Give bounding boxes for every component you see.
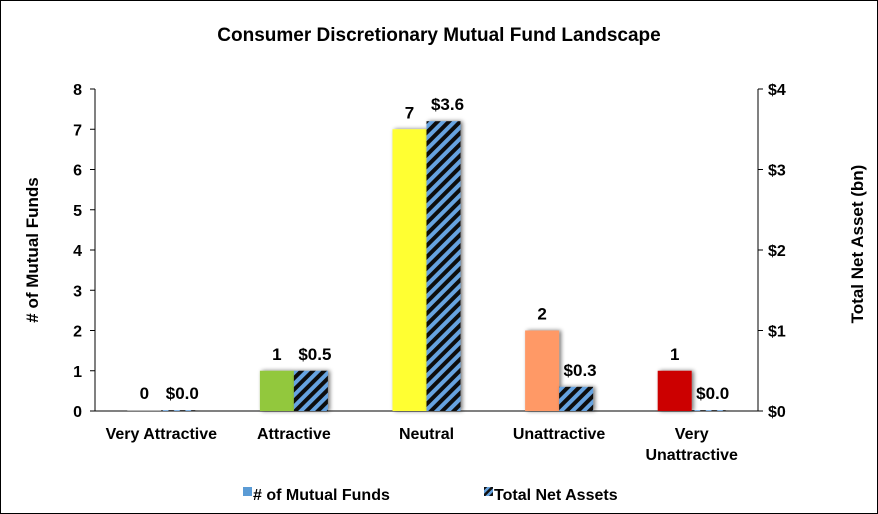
x-tick-label: Unattractive (513, 426, 606, 443)
y-tick-label: 7 (73, 122, 82, 139)
data-label-total-net-assets: $0.3 (564, 361, 597, 380)
data-label-total-net-assets: $0.5 (298, 345, 331, 364)
x-axis-ticks: Very Attractive Attractive Neutral Unattrac… (106, 426, 738, 464)
data-label-total-net-assets: $0.0 (166, 384, 199, 403)
bar-mutual-funds (657, 370, 692, 411)
y-tick-label: 2 (73, 324, 82, 341)
chart-title: Consumer Discretionary Mutual Fund Lands… (217, 25, 660, 46)
y-tick-label: 0 (73, 404, 82, 421)
data-label-total-net-assets: $0.0 (696, 384, 729, 403)
x-tick-label: Neutral (399, 426, 454, 443)
y-tick-label: 4 (73, 243, 82, 260)
y2-axis-ticks: $0 $1 $2 $3 $4 (758, 82, 786, 421)
y-tick-label: 6 (73, 163, 82, 180)
data-label-mutual-funds: 7 (405, 103, 414, 122)
bar-labels-group: 0 $0.0 1 $0.5 7 $3.6 2 $0.3 1 $0.0 (140, 95, 730, 403)
y2-tick-label: $2 (768, 243, 786, 260)
y-axis-label: # of Mutual Funds (23, 177, 42, 322)
y-tick-label: 5 (73, 203, 82, 220)
y-tick-label: 3 (73, 283, 82, 300)
legend: # of Mutual Funds Total Net Assets (243, 487, 618, 504)
data-label-mutual-funds: 1 (670, 345, 679, 364)
bar-total-net-assets (426, 121, 461, 411)
legend-label-mutual-funds: # of Mutual Funds (253, 487, 390, 504)
data-label-mutual-funds: 2 (537, 305, 546, 324)
y2-tick-label: $0 (768, 404, 786, 421)
y-tick-label: 1 (73, 364, 82, 381)
bars-group (127, 121, 726, 411)
y-tick-label: 8 (73, 82, 82, 99)
bar-mutual-funds (525, 330, 560, 411)
bar-total-net-assets (691, 410, 726, 411)
legend-swatch-total-net-assets (484, 487, 493, 496)
data-label-mutual-funds: 1 (272, 345, 281, 364)
y2-tick-label: $1 (768, 324, 786, 341)
y2-tick-label: $4 (768, 82, 786, 99)
bar-mutual-funds (392, 129, 427, 411)
y-axis-ticks: 0 1 2 3 4 5 6 7 8 (73, 82, 95, 421)
y2-tick-label: $3 (768, 163, 786, 180)
x-tick-label: Very Attractive (106, 426, 218, 443)
bar-mutual-funds (259, 370, 294, 411)
bar-total-net-assets (161, 410, 196, 411)
x-tick-label: Unattractive (645, 447, 738, 464)
bar-total-net-assets (559, 386, 594, 411)
legend-swatch-mutual-funds (243, 487, 252, 496)
data-label-mutual-funds: 0 (140, 384, 149, 403)
x-tick-label: Attractive (257, 426, 331, 443)
x-tick-label: Very (675, 426, 709, 443)
y2-axis-label: Total Net Asset (bn) (848, 165, 867, 324)
bar-mutual-funds (127, 410, 162, 411)
data-label-total-net-assets: $3.6 (431, 95, 464, 114)
legend-label-total-net-assets: Total Net Assets (494, 487, 618, 504)
bar-total-net-assets (293, 370, 328, 411)
